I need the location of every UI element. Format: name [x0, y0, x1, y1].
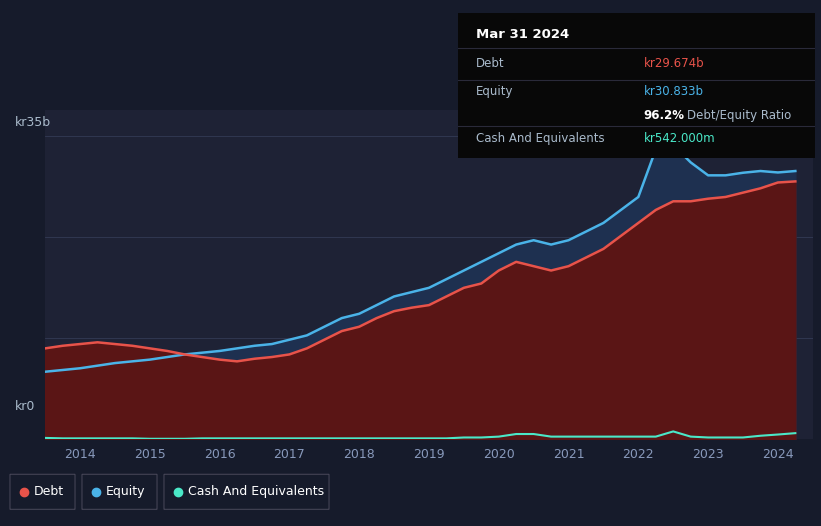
- Text: kr542.000m: kr542.000m: [644, 132, 715, 145]
- FancyBboxPatch shape: [82, 474, 157, 509]
- Text: Mar 31 2024: Mar 31 2024: [476, 27, 569, 41]
- Text: kr30.833b: kr30.833b: [644, 86, 704, 98]
- Text: Cash And Equivalents: Cash And Equivalents: [188, 485, 324, 498]
- Text: Equity: Equity: [106, 485, 145, 498]
- Text: Equity: Equity: [476, 86, 513, 98]
- Text: kr29.674b: kr29.674b: [644, 56, 704, 69]
- Text: Cash And Equivalents: Cash And Equivalents: [476, 132, 604, 145]
- FancyBboxPatch shape: [10, 474, 75, 509]
- Text: Debt: Debt: [34, 485, 64, 498]
- Text: kr0: kr0: [15, 400, 35, 413]
- Text: Debt/Equity Ratio: Debt/Equity Ratio: [686, 109, 791, 122]
- Text: kr35b: kr35b: [15, 116, 51, 129]
- Text: Debt: Debt: [476, 56, 505, 69]
- FancyBboxPatch shape: [164, 474, 329, 509]
- Text: 96.2%: 96.2%: [644, 109, 685, 122]
